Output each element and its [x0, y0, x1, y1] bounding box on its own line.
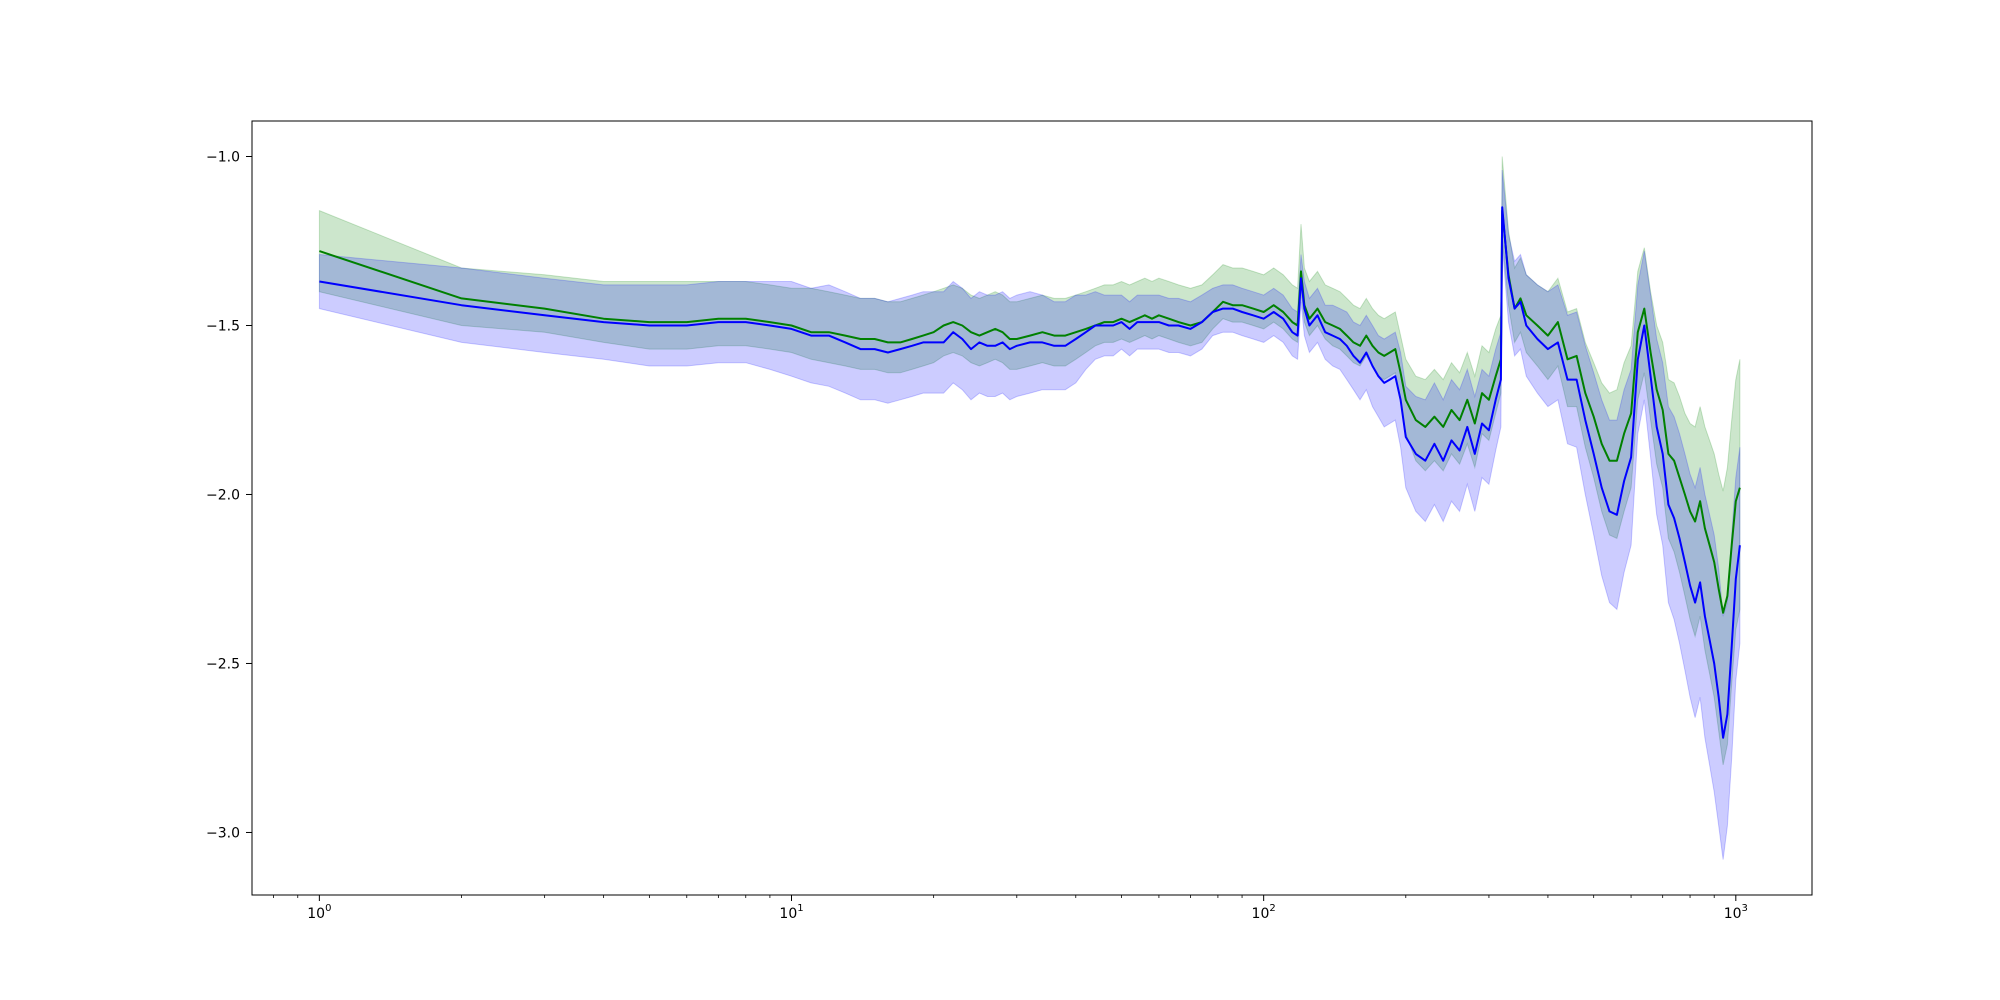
series-lines: [319, 206, 1741, 739]
y-tick-label-3: −2.5: [206, 656, 240, 672]
x-tick-label-0: 100: [307, 903, 331, 922]
series-2-band: [318, 169, 1741, 860]
series-2-line: [319, 206, 1741, 739]
x-tick-label-1: 101: [779, 903, 803, 922]
x-tick-label-2: 102: [1252, 903, 1276, 922]
y-tick-label-4: −3.0: [206, 825, 240, 841]
plot-frame: [251, 120, 1813, 896]
x-tick-label-3: 103: [1724, 903, 1748, 922]
y-axis: −1.0 −1.5 −2.0 −2.5 −3.0: [206, 149, 252, 841]
series-1-line: [319, 209, 1741, 614]
y-tick-label-2: −2.0: [206, 487, 240, 503]
y-tick-label-0: −1.0: [206, 149, 240, 165]
series-1-band: [318, 156, 1741, 766]
x-axis: 100 101 102 103: [273, 895, 1748, 922]
y-tick-label-1: −1.5: [206, 318, 240, 334]
confidence-bands: [318, 156, 1741, 860]
